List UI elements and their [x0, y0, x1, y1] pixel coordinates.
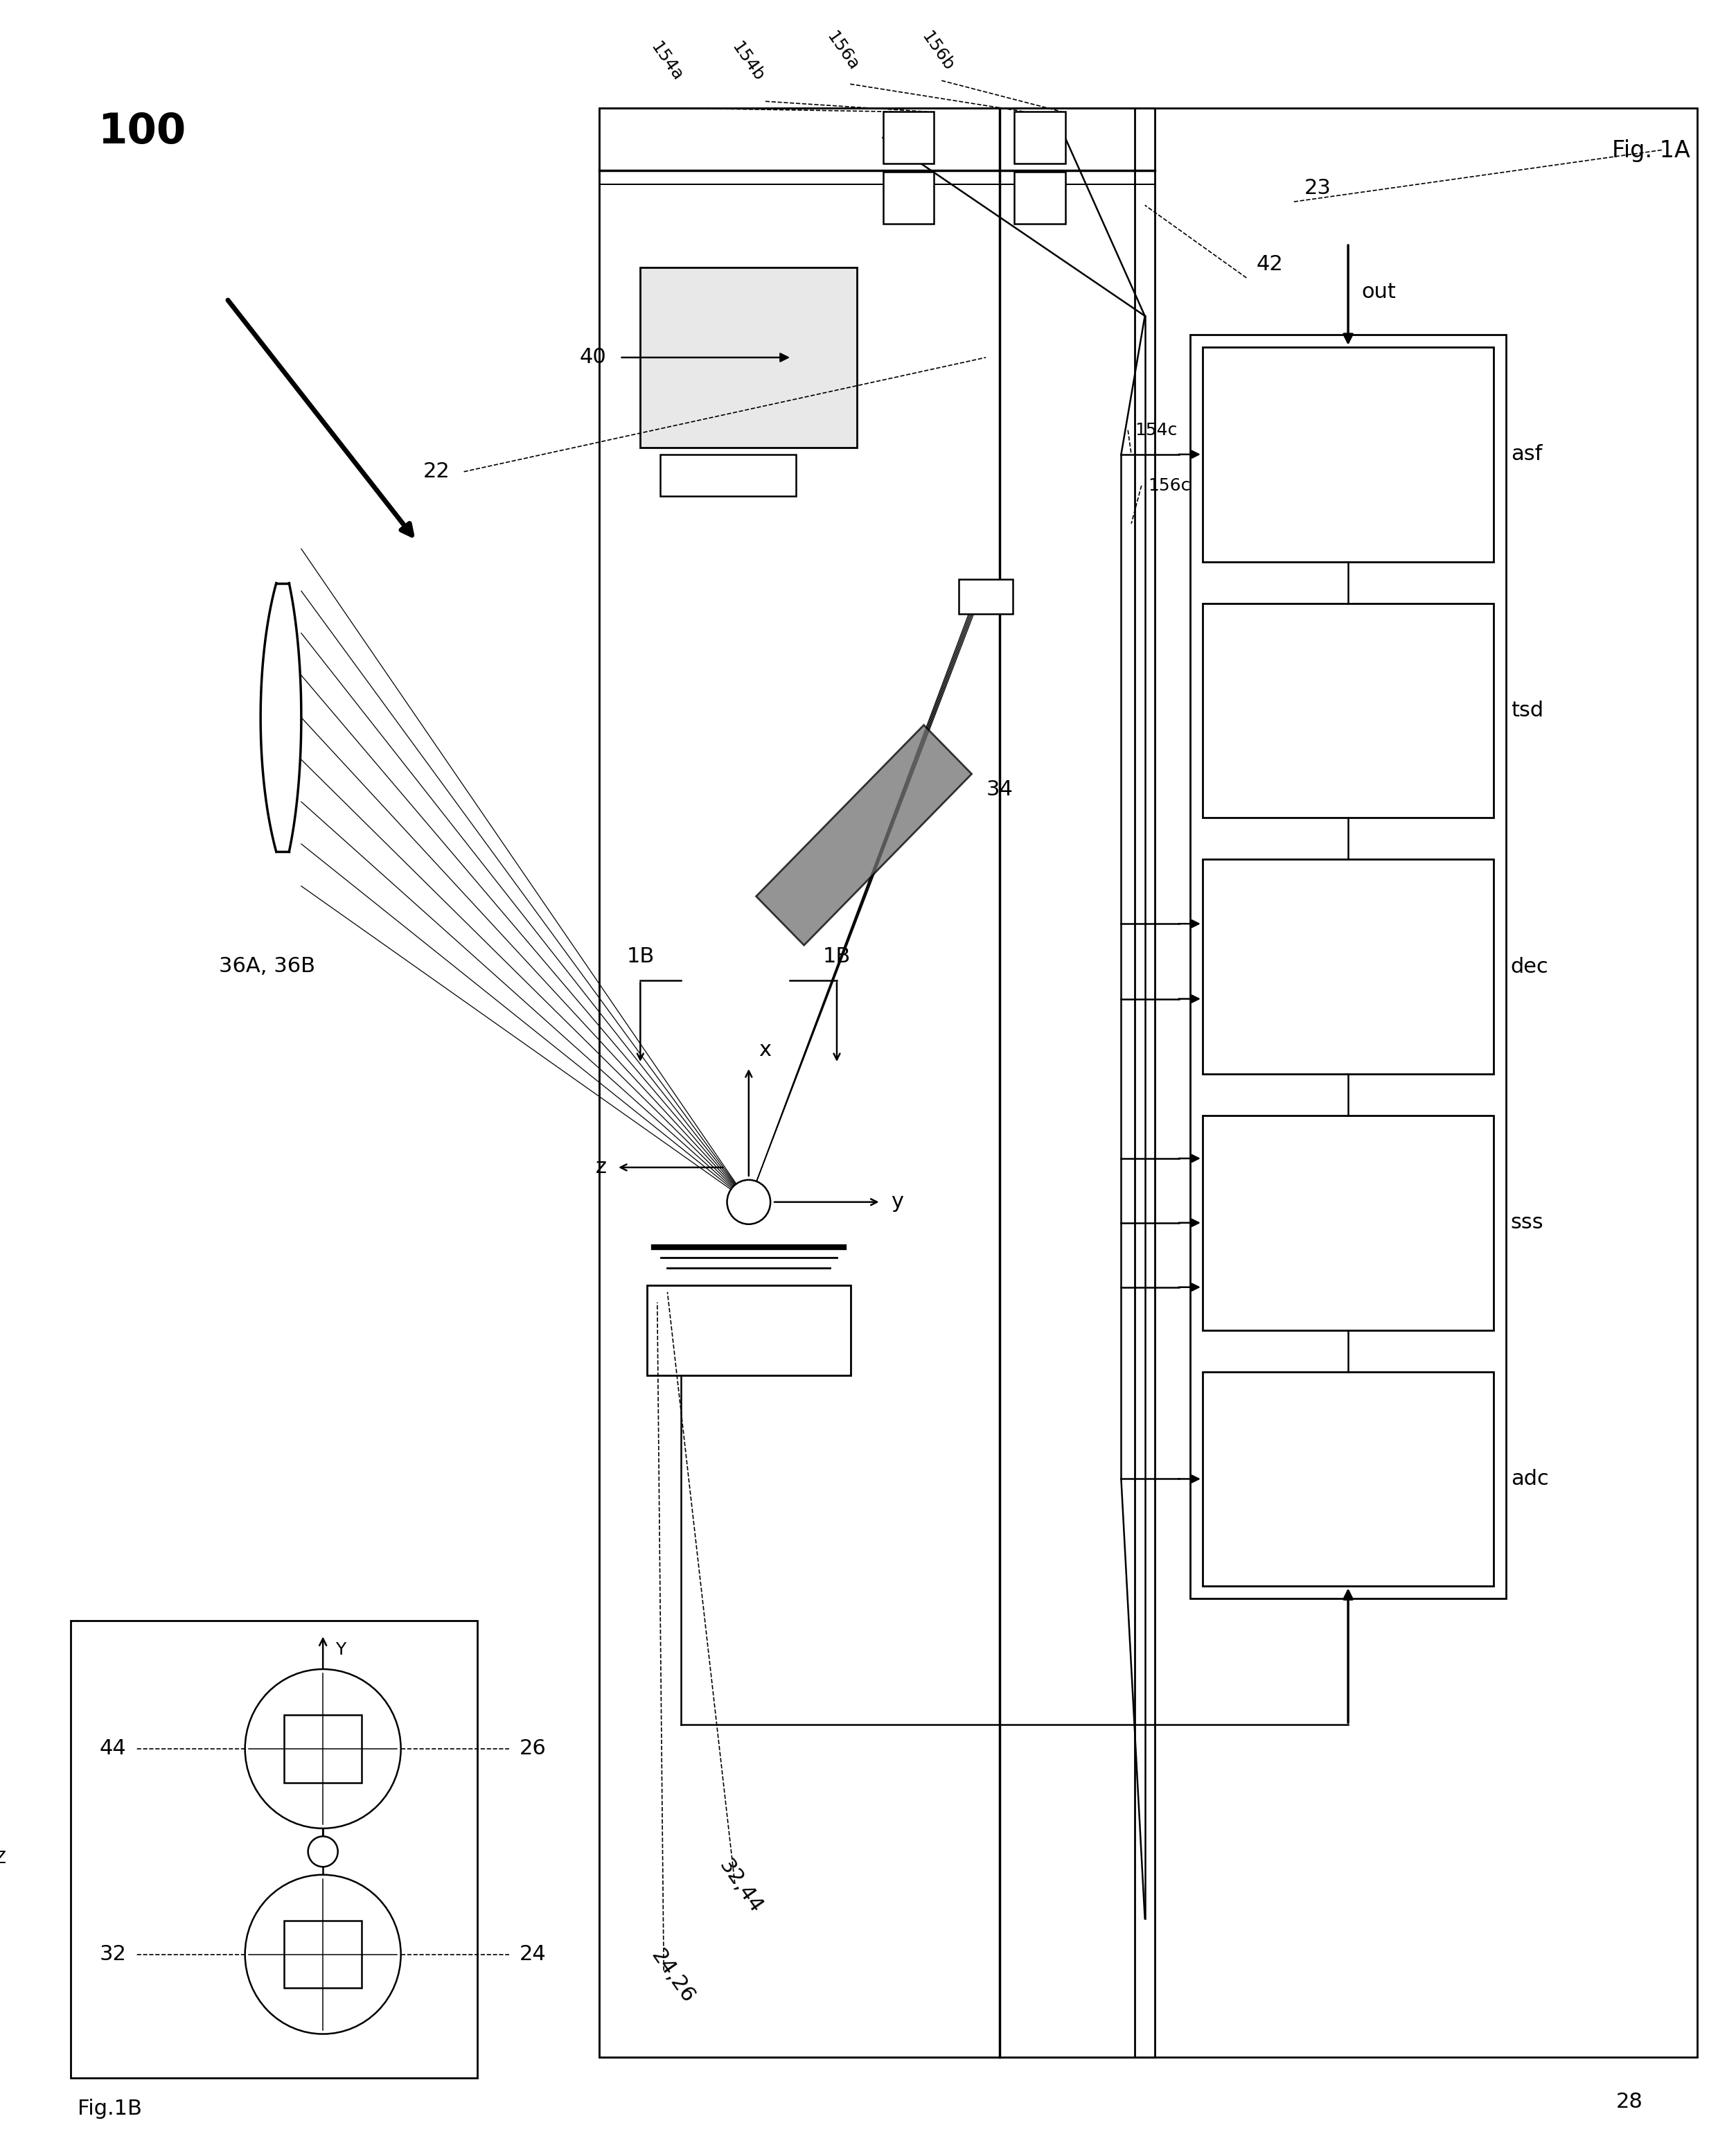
Bar: [648, 1285, 851, 1375]
Bar: [1191, 334, 1507, 1599]
Bar: [599, 109, 1154, 2058]
Bar: [1203, 859, 1493, 1075]
Text: 154a: 154a: [648, 39, 686, 83]
Text: 32: 32: [99, 1944, 127, 1965]
Text: Z: Z: [0, 1850, 7, 1867]
Text: dec: dec: [1510, 957, 1549, 976]
Text: 1B: 1B: [627, 946, 654, 966]
Text: 36A, 36B: 36A, 36B: [219, 957, 316, 976]
Text: 154b: 154b: [727, 39, 767, 86]
Text: z: z: [595, 1158, 606, 1178]
Circle shape: [245, 1670, 401, 1828]
Text: Fig. 1A: Fig. 1A: [1613, 139, 1691, 163]
Text: 156a: 156a: [823, 28, 861, 75]
Text: Fig.1B: Fig.1B: [78, 2098, 142, 2120]
Text: 42: 42: [1257, 255, 1283, 274]
Text: 44: 44: [99, 1738, 127, 1758]
Text: out: out: [1361, 283, 1396, 302]
Circle shape: [727, 1180, 771, 1225]
Text: asf: asf: [1510, 445, 1542, 465]
Text: 156b: 156b: [918, 28, 957, 75]
Text: 156c: 156c: [1147, 477, 1191, 495]
Bar: [1203, 347, 1493, 561]
Text: 24: 24: [519, 1944, 547, 1965]
Bar: [958, 578, 1014, 614]
Bar: [71, 1621, 477, 2077]
Text: tsd: tsd: [1510, 700, 1543, 722]
Polygon shape: [757, 726, 972, 946]
Bar: [1203, 1372, 1493, 1586]
Bar: [285, 1920, 361, 1989]
Text: 1B: 1B: [823, 946, 851, 966]
Text: x: x: [759, 1041, 771, 1060]
Bar: [641, 268, 858, 447]
Text: 22: 22: [424, 462, 450, 482]
Text: y: y: [891, 1193, 903, 1212]
Text: 154c: 154c: [1135, 422, 1177, 439]
Bar: [660, 454, 795, 497]
Bar: [599, 109, 1698, 2058]
Circle shape: [245, 1876, 401, 2034]
Bar: [1014, 111, 1066, 163]
Text: Y: Y: [335, 1642, 345, 1659]
Text: sss: sss: [1510, 1212, 1543, 1233]
Text: 40: 40: [580, 347, 606, 368]
Circle shape: [307, 1837, 339, 1867]
Text: 23: 23: [1304, 178, 1332, 197]
Bar: [1203, 1115, 1493, 1330]
Text: 28: 28: [1616, 2092, 1642, 2111]
Text: adc: adc: [1510, 1469, 1549, 1488]
Text: 34: 34: [986, 779, 1012, 801]
Bar: [285, 1715, 361, 1783]
Bar: [1014, 171, 1066, 225]
Text: 26: 26: [519, 1738, 547, 1758]
Text: 100: 100: [97, 111, 186, 152]
Bar: [1203, 604, 1493, 818]
Bar: [884, 111, 934, 163]
Bar: [884, 171, 934, 225]
Text: 32,44: 32,44: [715, 1856, 766, 1918]
Text: 24,26: 24,26: [648, 1946, 698, 2008]
